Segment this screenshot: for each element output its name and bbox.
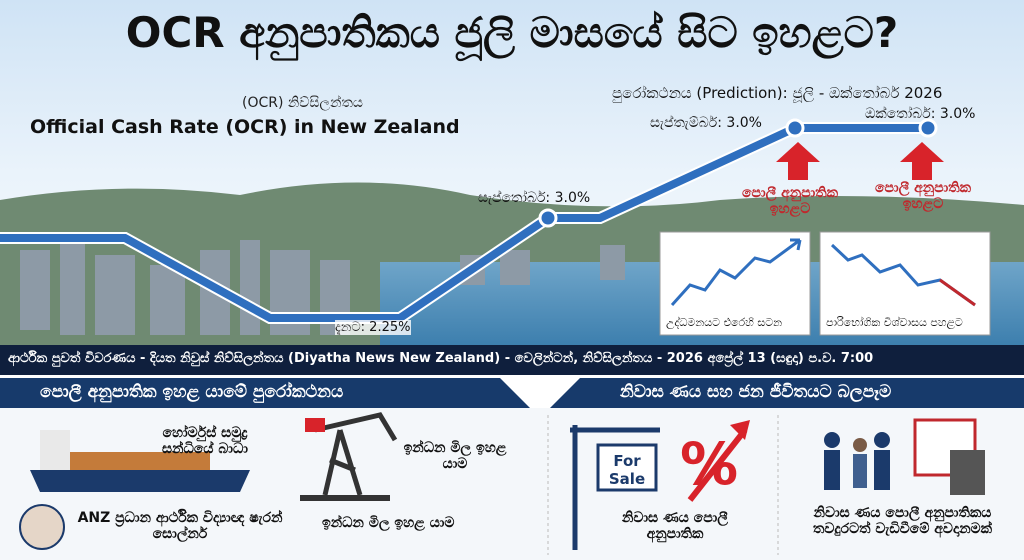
section-heading: නිවාස ණය සහ ජන ජීවිතයට බලපෑම: [620, 382, 892, 402]
banner: ආර්ථික පුවත් විවරණය - දියත නිවුස් නිව්සි…: [8, 351, 874, 366]
prediction: පුරෝකථනය (Prediction): ජූලි - ඔක්තෝබර් 2…: [612, 84, 943, 102]
item-label: ඉන්ධන මිල ඉහළ යාම: [322, 515, 455, 531]
point-label: සැප්තෝබර්: 3.0%: [478, 190, 591, 206]
subtitle-si: (OCR) නිව්සිලන්තය: [242, 95, 363, 111]
point-label: දැනට: 2.25%: [335, 320, 411, 335]
mini-chart-caption: උද්ධමනයට එරෙහි සටන: [666, 316, 783, 329]
sale-sign: For Sale: [608, 452, 646, 488]
point-label: ඔක්තෝබර්: 3.0%: [865, 106, 976, 122]
arrow-label: පොලී අනුපාතික ඉහළට: [742, 185, 838, 217]
item-label: නිවාස ණය පොලී අනුපාතිකය තවදුරටත් වැඩිවීම…: [812, 505, 992, 537]
item-label: ANZ ප්‍රධාන ආර්ථික විද්‍යාඥ ෂැරන් සොල්නර…: [77, 510, 283, 542]
mini-chart-caption: පාරිභෝගික විශ්වාසය පහළට: [826, 316, 963, 329]
arrow-label: පොලී අනුපාතික ඉහළට: [875, 180, 971, 212]
percent-icon: %: [680, 430, 739, 498]
item-label: නිවාස ණය පොලී අනුපාතික: [622, 510, 728, 542]
title: OCR අනුපාතිකය ජූලි මාසයේ සිට ඉහළට?: [125, 8, 899, 57]
item-label: හෝර්මුස් සමුද්‍ර සන්ධියේ බාධා: [162, 425, 248, 457]
item-label: ඉන්ධන මිල ඉහළ යාම: [403, 440, 507, 472]
point-label: සැප්තැම්බර්: 3.0%: [650, 115, 762, 131]
subtitle-en: Official Cash Rate (OCR) in New Zealand: [30, 116, 460, 138]
section-heading: පොලී අනුපාතික ඉහළ යාමේ පුරෝකථනය: [40, 382, 344, 402]
